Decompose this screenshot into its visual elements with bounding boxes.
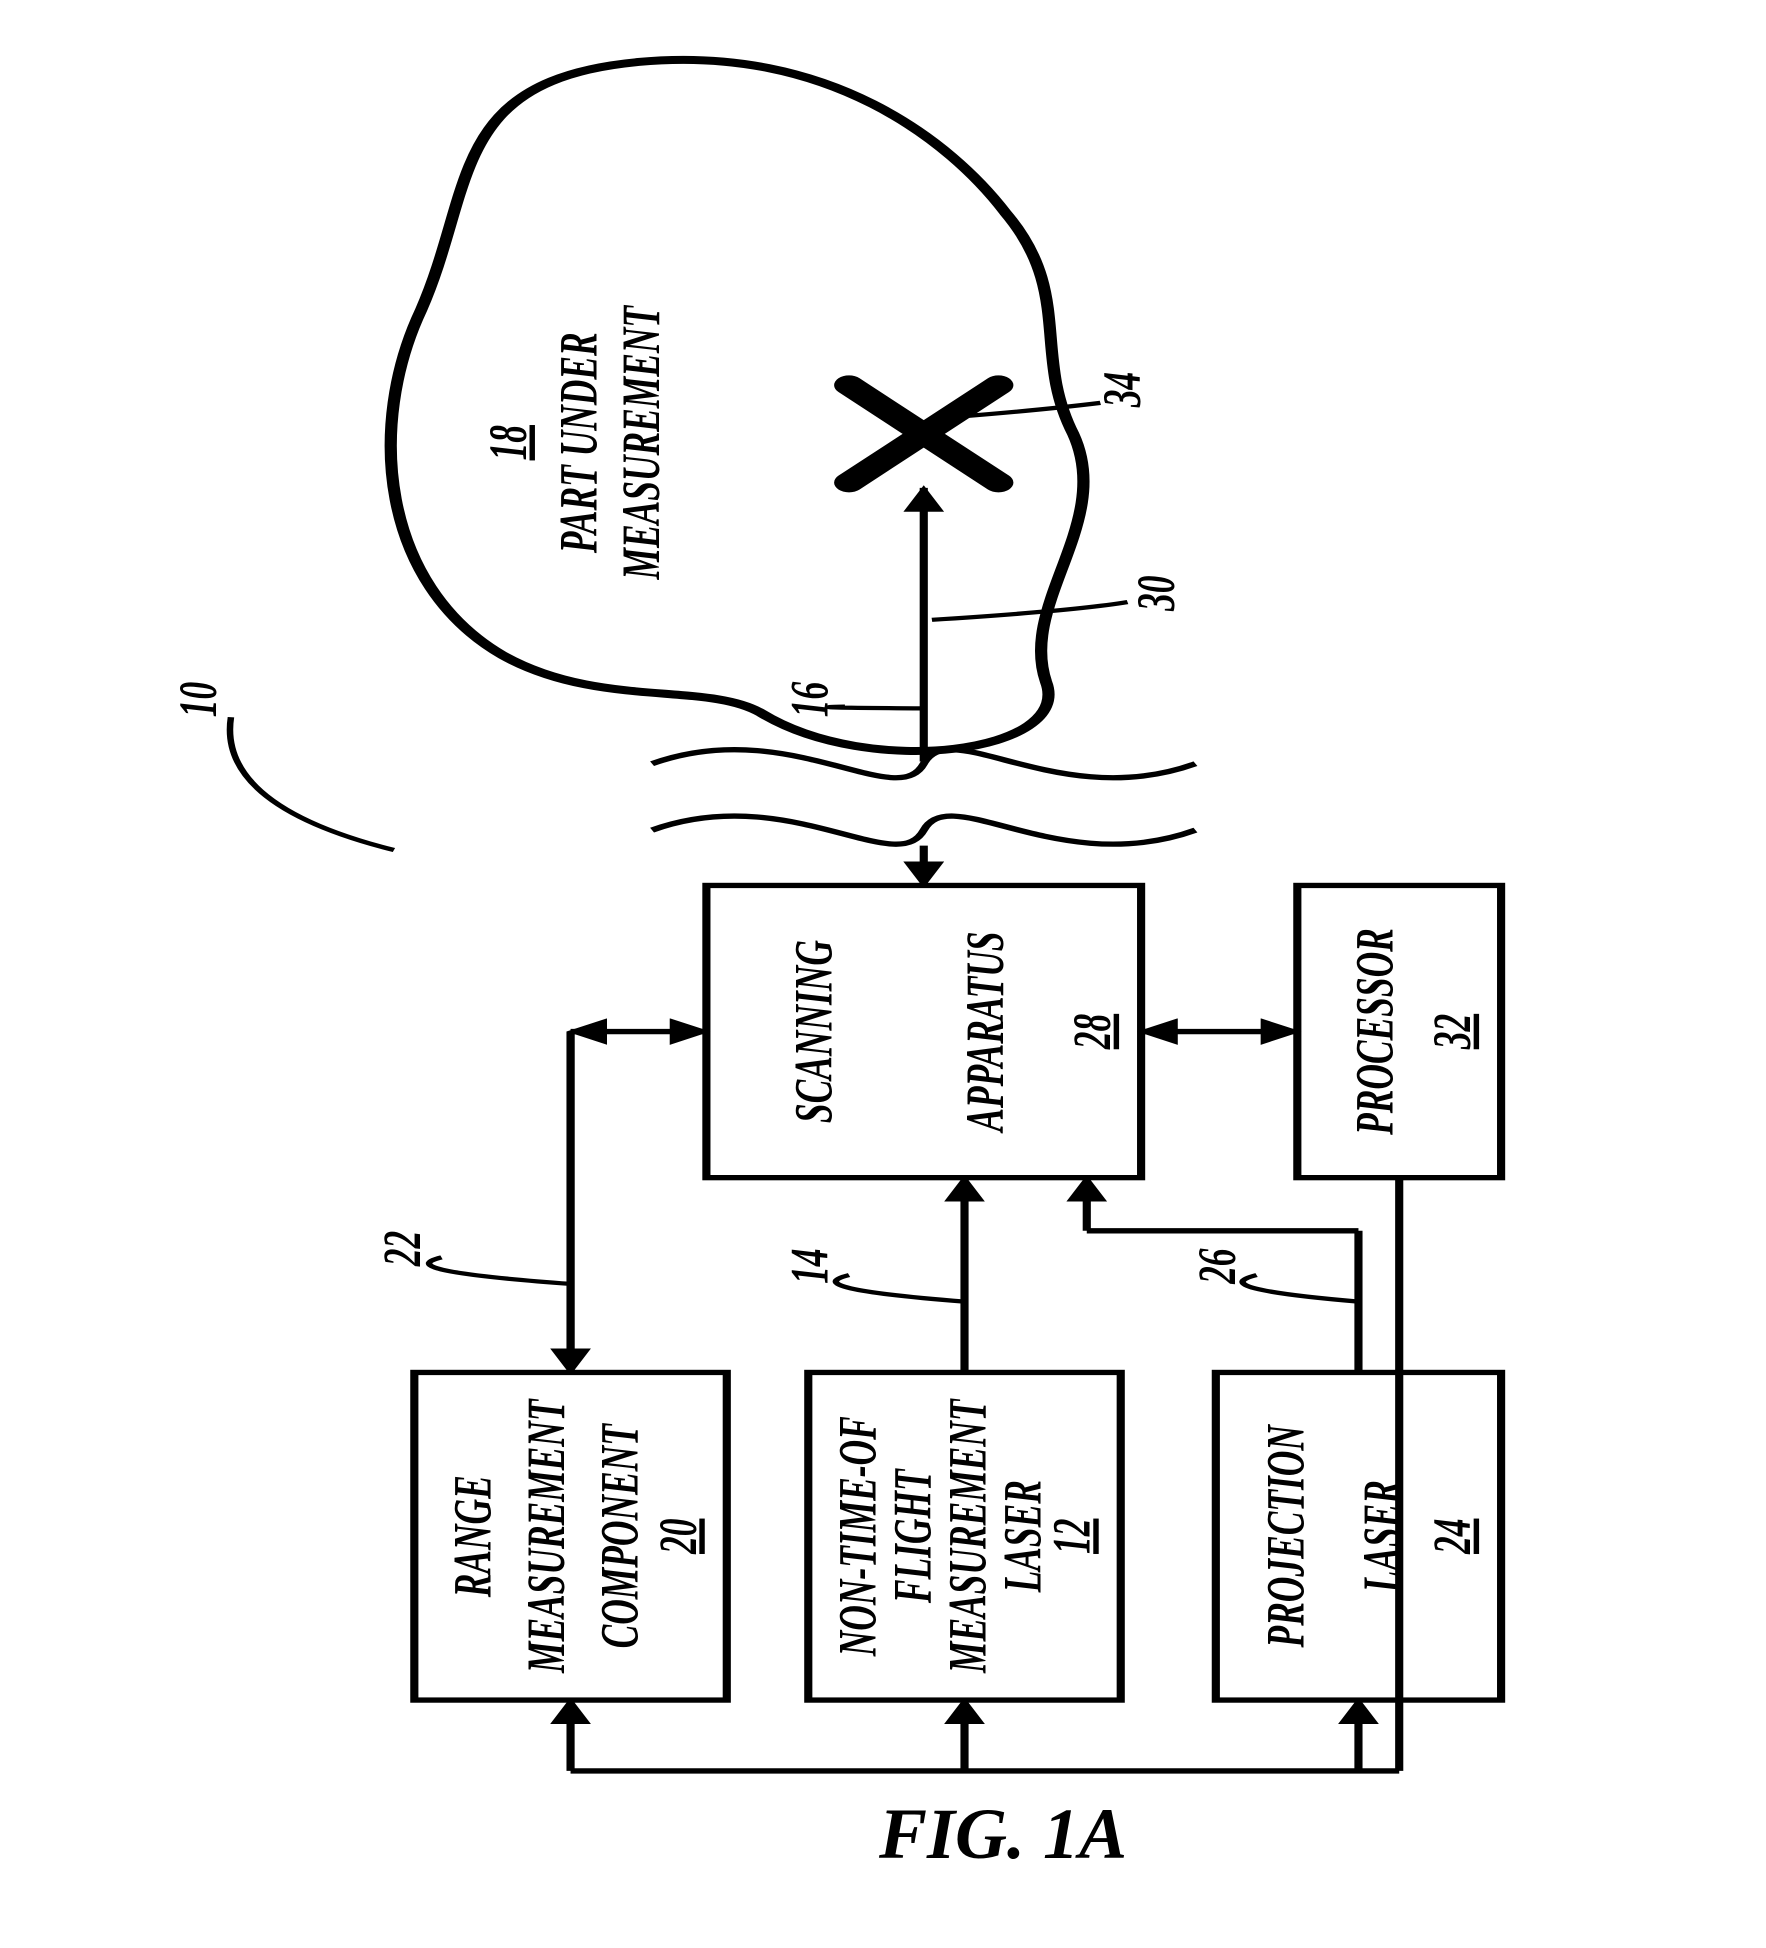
leader-22	[429, 1257, 570, 1284]
range-label: RANGE	[442, 1475, 502, 1598]
ntof-ref: 12	[1041, 1519, 1101, 1554]
range-label: COMPONENT	[589, 1423, 649, 1649]
leader-10	[230, 717, 394, 850]
proj-label: PROJECTION	[1255, 1424, 1315, 1649]
range-ref: 20	[647, 1519, 707, 1555]
figure-caption: FIG. 1A	[878, 1794, 1127, 1874]
proc-ref: 32	[1422, 1014, 1482, 1050]
part-label: PART UNDER	[548, 332, 608, 553]
leader-30	[932, 602, 1128, 620]
leader-14	[836, 1275, 965, 1302]
ref-16: 16	[779, 682, 839, 717]
ntof-label: FLIGHT	[882, 1468, 942, 1604]
ref-30: 30	[1125, 575, 1185, 611]
ref-14: 14	[779, 1248, 839, 1283]
scan-ref: 28	[1062, 1014, 1122, 1050]
ntof-label: NON-TIME-OF	[827, 1416, 887, 1657]
part-label: MEASUREMENT	[611, 304, 671, 580]
proc-label: PROCESSOR	[1344, 928, 1404, 1135]
break-wave	[652, 816, 1195, 844]
part-ref: 18	[477, 425, 537, 460]
ref-22: 22	[371, 1231, 431, 1267]
scan-label: APPARATUS	[954, 932, 1014, 1134]
range-label: MEASUREMENT	[515, 1398, 575, 1674]
ref-26: 26	[1187, 1248, 1247, 1284]
ref-34: 34	[1091, 372, 1151, 408]
ref-10: 10	[168, 682, 228, 717]
ntof-label: MEASUREMENT	[937, 1398, 997, 1674]
leader-26	[1243, 1275, 1359, 1302]
leader-16	[829, 707, 924, 709]
scan-label: SCANNING	[783, 940, 843, 1123]
proj-ref: 24	[1422, 1519, 1482, 1555]
